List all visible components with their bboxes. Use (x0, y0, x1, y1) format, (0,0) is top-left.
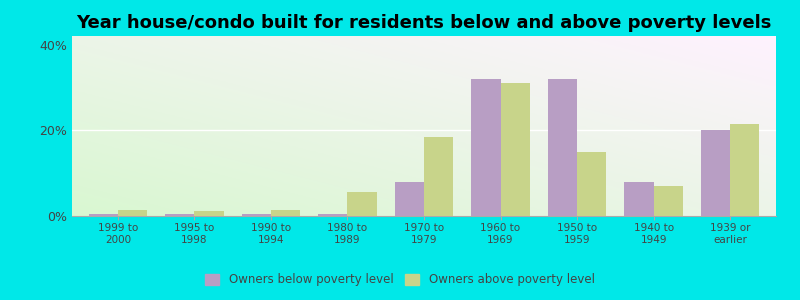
Bar (471, 79, 501, 216)
Bar (701, 130, 730, 216)
Bar (577, 152, 606, 216)
Bar (242, 214, 271, 216)
Bar (194, 211, 223, 216)
Bar (271, 210, 300, 216)
Bar (395, 182, 424, 216)
Title: Year house/condo built for residents below and above poverty levels: Year house/condo built for residents bel… (76, 14, 772, 32)
Bar (118, 210, 147, 216)
Bar (89, 214, 118, 216)
Bar (501, 83, 530, 216)
Bar (318, 214, 347, 216)
Bar (625, 182, 654, 216)
Bar (166, 214, 194, 216)
Bar (730, 124, 759, 216)
Bar (424, 137, 453, 216)
Bar (654, 186, 682, 216)
Bar (548, 79, 577, 216)
Bar (347, 192, 377, 216)
Legend: Owners below poverty level, Owners above poverty level: Owners below poverty level, Owners above… (200, 269, 600, 291)
